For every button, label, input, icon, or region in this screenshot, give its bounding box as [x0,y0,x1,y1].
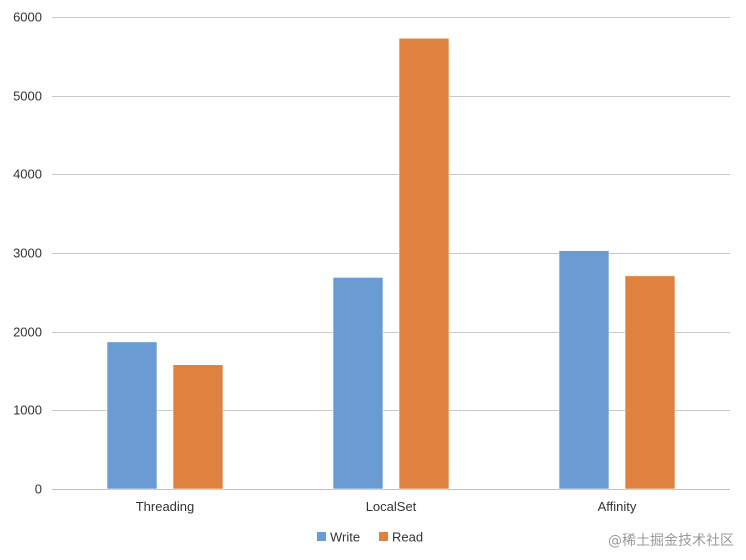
x-tick-label: LocalSet [366,499,417,514]
gridlines [52,17,730,490]
y-tick-label: 1000 [13,403,42,418]
y-tick-label: 5000 [13,89,42,104]
legend-swatch-write [317,532,326,541]
y-tick-label: 6000 [13,10,42,25]
legend-label-write: Write [330,530,360,545]
bar-read-localset [398,37,450,490]
y-tick-label: 4000 [13,167,42,182]
legend-swatch-read [379,532,388,541]
watermark: @稀土掘金技术社区 [608,533,734,549]
bar-read-threading [172,364,224,490]
y-axis-ticks: 0 1000 2000 3000 4000 5000 6000 [13,10,42,497]
bar-write-threading [106,341,158,490]
x-tick-label: Affinity [598,499,637,514]
bar-write-localset [332,277,384,490]
bars [106,37,676,490]
bar-read-affinity [624,275,676,490]
x-axis-ticks: Threading LocalSet Affinity [136,499,637,514]
bar-write-affinity [558,250,610,490]
x-tick-label: Threading [136,499,195,514]
legend: Write Read [317,530,423,545]
y-tick-label: 2000 [13,325,42,340]
y-tick-label: 0 [35,482,42,497]
y-tick-label: 3000 [13,246,42,261]
legend-label-read: Read [392,530,423,545]
